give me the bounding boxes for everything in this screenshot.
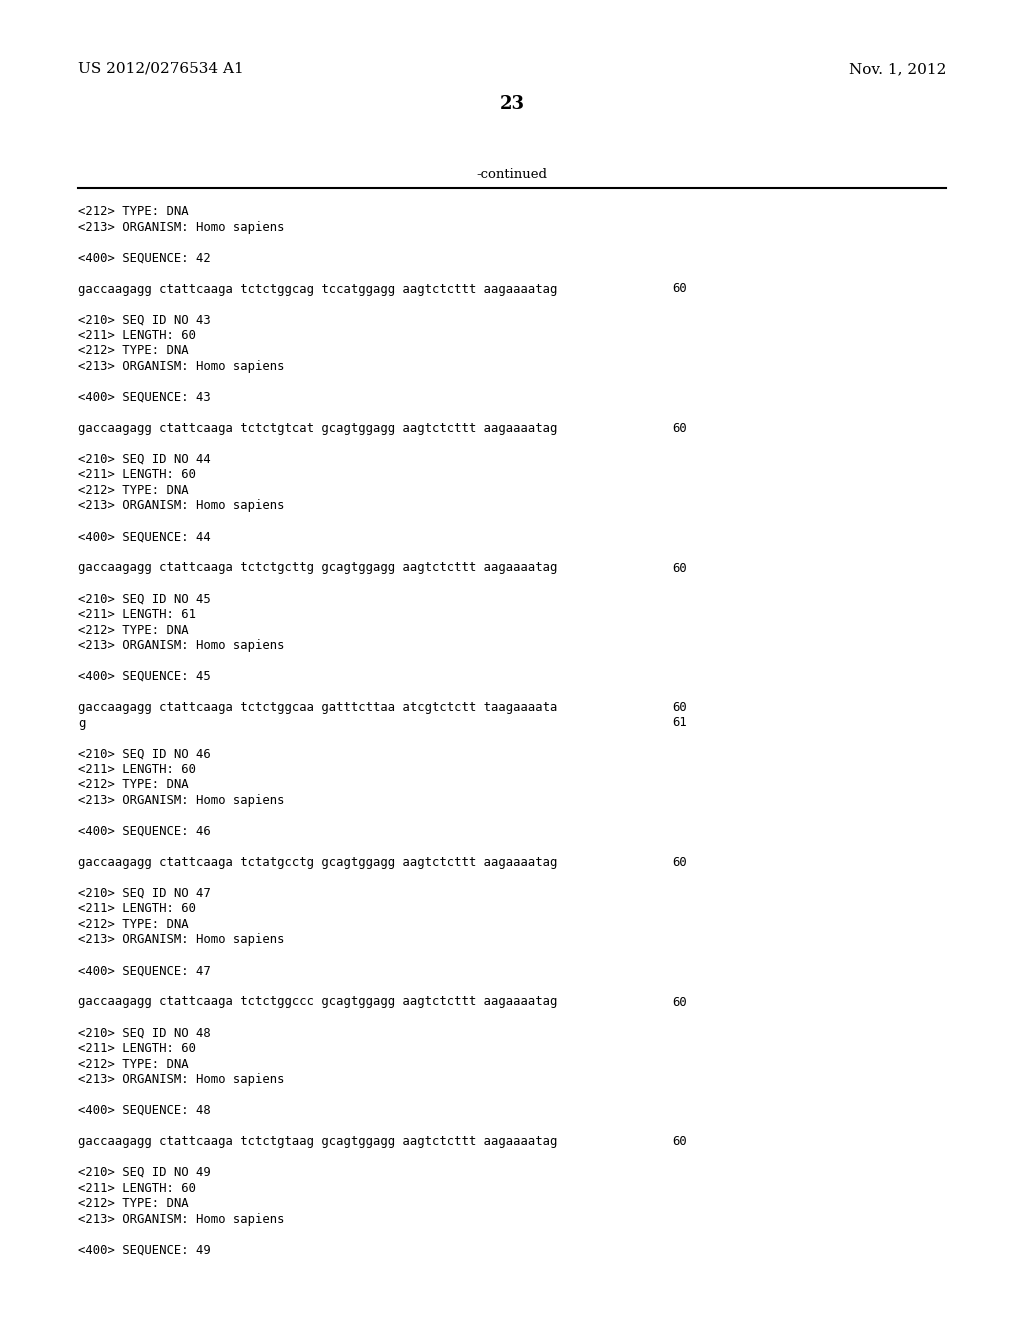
Text: gaccaagagg ctattcaaga tctctgtcat gcagtggagg aagtctcttt aagaaaatag: gaccaagagg ctattcaaga tctctgtcat gcagtgg…	[78, 422, 557, 436]
Text: <212> TYPE: DNA: <212> TYPE: DNA	[78, 1057, 188, 1071]
Text: <400> SEQUENCE: 46: <400> SEQUENCE: 46	[78, 825, 211, 838]
Text: 61: 61	[672, 717, 687, 730]
Text: <213> ORGANISM: Homo sapiens: <213> ORGANISM: Homo sapiens	[78, 639, 285, 652]
Text: <210> SEQ ID NO 48: <210> SEQ ID NO 48	[78, 1027, 211, 1040]
Text: <211> LENGTH: 61: <211> LENGTH: 61	[78, 609, 196, 620]
Text: Nov. 1, 2012: Nov. 1, 2012	[849, 62, 946, 77]
Text: 60: 60	[672, 995, 687, 1008]
Text: 60: 60	[672, 1135, 687, 1148]
Text: <211> LENGTH: 60: <211> LENGTH: 60	[78, 329, 196, 342]
Text: -continued: -continued	[476, 168, 548, 181]
Text: 60: 60	[672, 282, 687, 296]
Text: <212> TYPE: DNA: <212> TYPE: DNA	[78, 623, 188, 636]
Text: US 2012/0276534 A1: US 2012/0276534 A1	[78, 62, 244, 77]
Text: gaccaagagg ctattcaaga tctctggccc gcagtggagg aagtctcttt aagaaaatag: gaccaagagg ctattcaaga tctctggccc gcagtgg…	[78, 995, 557, 1008]
Text: gaccaagagg ctattcaaga tctctgcttg gcagtggagg aagtctcttt aagaaaatag: gaccaagagg ctattcaaga tctctgcttg gcagtgg…	[78, 561, 557, 574]
Text: 60: 60	[672, 422, 687, 436]
Text: 60: 60	[672, 561, 687, 574]
Text: <212> TYPE: DNA: <212> TYPE: DNA	[78, 779, 188, 792]
Text: <210> SEQ ID NO 45: <210> SEQ ID NO 45	[78, 593, 211, 606]
Text: g: g	[78, 717, 85, 730]
Text: <211> LENGTH: 60: <211> LENGTH: 60	[78, 1041, 196, 1055]
Text: <211> LENGTH: 60: <211> LENGTH: 60	[78, 1181, 196, 1195]
Text: <212> TYPE: DNA: <212> TYPE: DNA	[78, 917, 188, 931]
Text: <210> SEQ ID NO 46: <210> SEQ ID NO 46	[78, 747, 211, 760]
Text: <400> SEQUENCE: 44: <400> SEQUENCE: 44	[78, 531, 211, 544]
Text: <210> SEQ ID NO 43: <210> SEQ ID NO 43	[78, 314, 211, 326]
Text: <210> SEQ ID NO 47: <210> SEQ ID NO 47	[78, 887, 211, 900]
Text: <213> ORGANISM: Homo sapiens: <213> ORGANISM: Homo sapiens	[78, 1073, 285, 1086]
Text: <212> TYPE: DNA: <212> TYPE: DNA	[78, 345, 188, 358]
Text: <213> ORGANISM: Homo sapiens: <213> ORGANISM: Homo sapiens	[78, 933, 285, 946]
Text: 60: 60	[672, 701, 687, 714]
Text: <212> TYPE: DNA: <212> TYPE: DNA	[78, 484, 188, 498]
Text: gaccaagagg ctattcaaga tctctggcaa gatttcttaa atcgtctctt taagaaaata: gaccaagagg ctattcaaga tctctggcaa gatttct…	[78, 701, 557, 714]
Text: <212> TYPE: DNA: <212> TYPE: DNA	[78, 205, 188, 218]
Text: <211> LENGTH: 60: <211> LENGTH: 60	[78, 763, 196, 776]
Text: <400> SEQUENCE: 48: <400> SEQUENCE: 48	[78, 1104, 211, 1117]
Text: gaccaagagg ctattcaaga tctctgtaag gcagtggagg aagtctcttt aagaaaatag: gaccaagagg ctattcaaga tctctgtaag gcagtgg…	[78, 1135, 557, 1148]
Text: <211> LENGTH: 60: <211> LENGTH: 60	[78, 469, 196, 482]
Text: <400> SEQUENCE: 45: <400> SEQUENCE: 45	[78, 671, 211, 682]
Text: <211> LENGTH: 60: <211> LENGTH: 60	[78, 903, 196, 916]
Text: <213> ORGANISM: Homo sapiens: <213> ORGANISM: Homo sapiens	[78, 1213, 285, 1225]
Text: 60: 60	[672, 855, 687, 869]
Text: <400> SEQUENCE: 43: <400> SEQUENCE: 43	[78, 391, 211, 404]
Text: <213> ORGANISM: Homo sapiens: <213> ORGANISM: Homo sapiens	[78, 795, 285, 807]
Text: <400> SEQUENCE: 42: <400> SEQUENCE: 42	[78, 252, 211, 264]
Text: gaccaagagg ctattcaaga tctctggcag tccatggagg aagtctcttt aagaaaatag: gaccaagagg ctattcaaga tctctggcag tccatgg…	[78, 282, 557, 296]
Text: <213> ORGANISM: Homo sapiens: <213> ORGANISM: Homo sapiens	[78, 220, 285, 234]
Text: 23: 23	[500, 95, 524, 114]
Text: <212> TYPE: DNA: <212> TYPE: DNA	[78, 1197, 188, 1210]
Text: <210> SEQ ID NO 49: <210> SEQ ID NO 49	[78, 1166, 211, 1179]
Text: <400> SEQUENCE: 47: <400> SEQUENCE: 47	[78, 965, 211, 978]
Text: gaccaagagg ctattcaaga tctatgcctg gcagtggagg aagtctcttt aagaaaatag: gaccaagagg ctattcaaga tctatgcctg gcagtgg…	[78, 855, 557, 869]
Text: <400> SEQUENCE: 49: <400> SEQUENCE: 49	[78, 1243, 211, 1257]
Text: <213> ORGANISM: Homo sapiens: <213> ORGANISM: Homo sapiens	[78, 360, 285, 374]
Text: <213> ORGANISM: Homo sapiens: <213> ORGANISM: Homo sapiens	[78, 499, 285, 512]
Text: <210> SEQ ID NO 44: <210> SEQ ID NO 44	[78, 453, 211, 466]
